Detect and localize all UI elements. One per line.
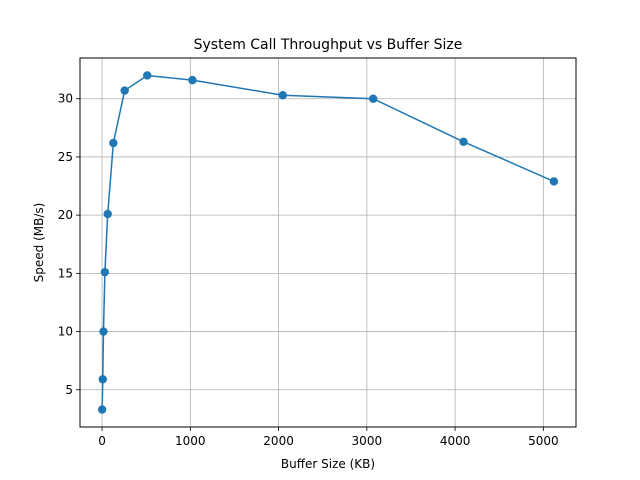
y-tick-label: 15 bbox=[58, 266, 73, 280]
x-axis-label: Buffer Size (KB) bbox=[281, 457, 375, 471]
data-point bbox=[143, 71, 152, 80]
y-tick-label: 30 bbox=[58, 92, 73, 106]
x-tick-label: 3000 bbox=[352, 434, 383, 448]
x-tick-label: 4000 bbox=[440, 434, 471, 448]
data-point bbox=[99, 327, 108, 336]
y-axis-ticks: 5 10 15 20 25 30 bbox=[58, 92, 80, 397]
x-tick-label: 2000 bbox=[263, 434, 294, 448]
data-series bbox=[97, 71, 559, 414]
x-tick-label: 5000 bbox=[528, 434, 559, 448]
data-point bbox=[97, 405, 107, 414]
y-tick-label: 10 bbox=[58, 325, 73, 339]
plot-frame bbox=[79, 57, 577, 428]
data-point bbox=[278, 91, 288, 100]
data-point bbox=[188, 75, 197, 85]
data-point bbox=[98, 375, 107, 384]
grid-lines bbox=[80, 58, 576, 427]
data-point bbox=[100, 267, 110, 277]
y-tick-label: 25 bbox=[58, 150, 73, 164]
x-tick-label: 1000 bbox=[175, 434, 206, 448]
y-axis-label: Speed (MB/s) bbox=[32, 203, 46, 283]
x-tick-label: 0 bbox=[98, 434, 106, 448]
data-point bbox=[368, 94, 378, 103]
data-point bbox=[549, 177, 559, 186]
y-tick-label: 20 bbox=[58, 208, 73, 222]
data-point bbox=[120, 86, 129, 95]
data-point bbox=[103, 209, 112, 219]
data-point bbox=[109, 138, 118, 148]
x-axis-ticks: 0 1000 2000 3000 4000 5000 bbox=[98, 427, 559, 448]
chart-title: System Call Throughput vs Buffer Size bbox=[194, 37, 463, 53]
y-tick-label: 5 bbox=[65, 383, 73, 397]
data-point bbox=[459, 137, 468, 147]
